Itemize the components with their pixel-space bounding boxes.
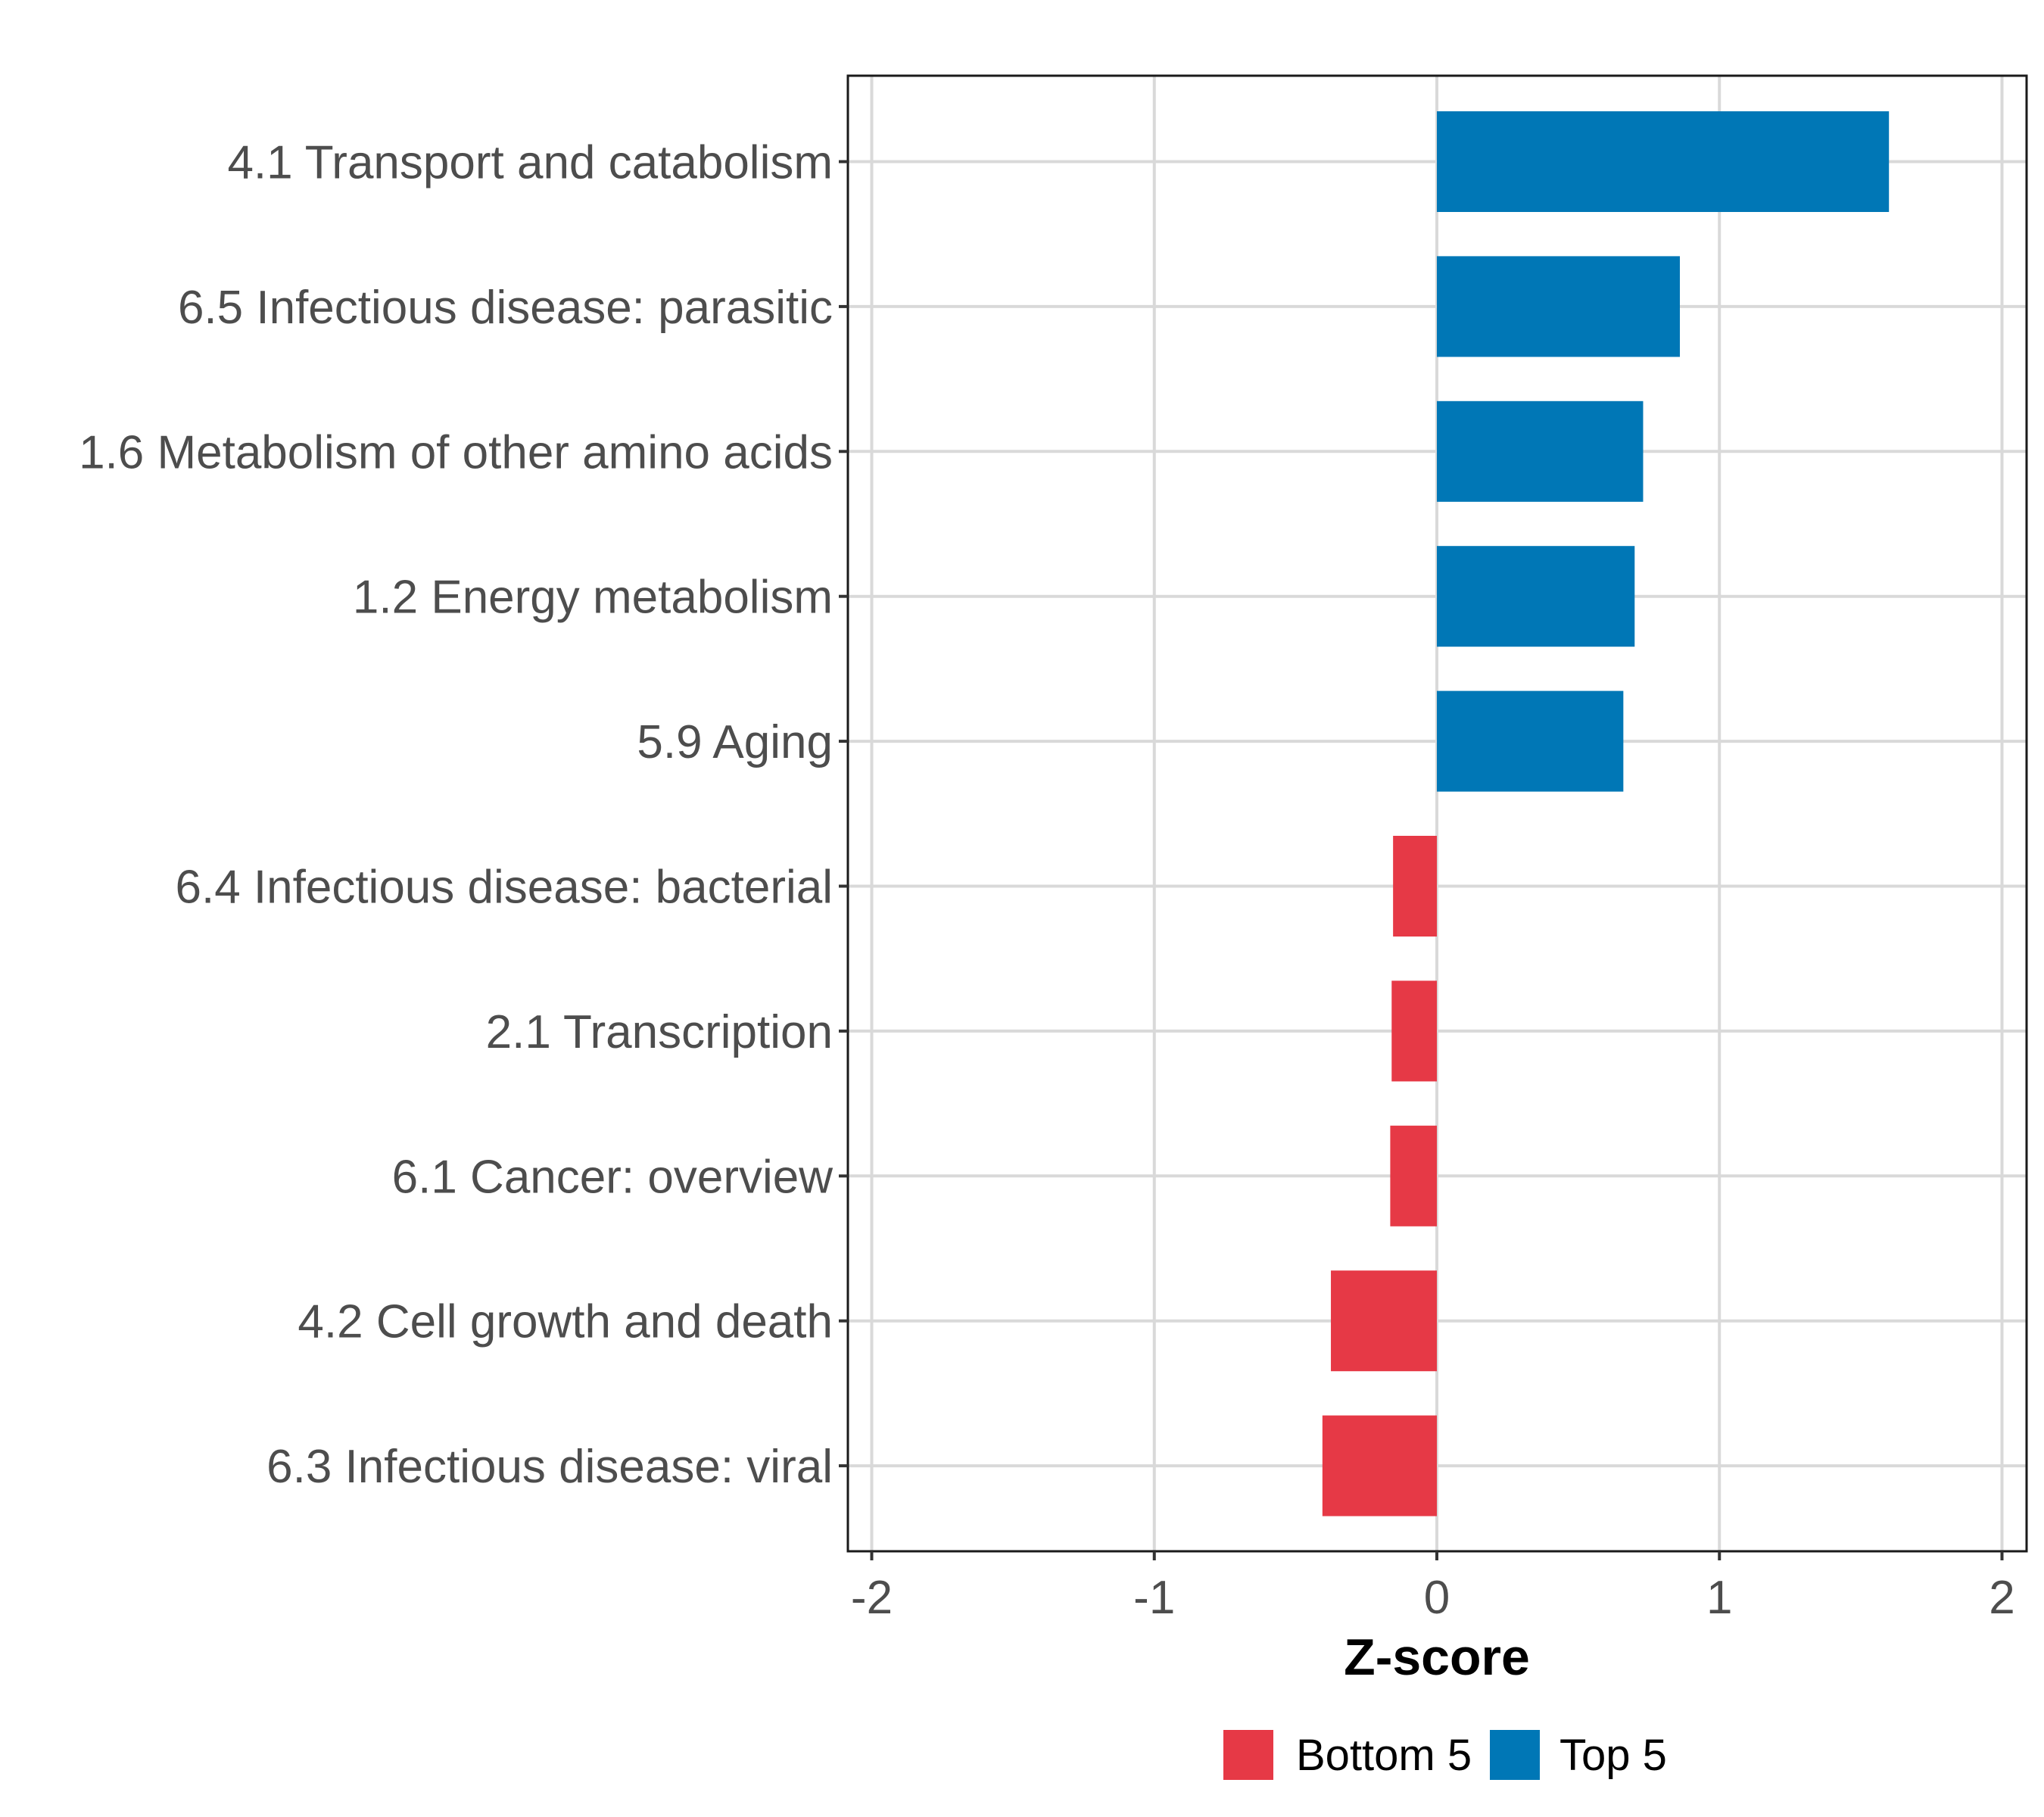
x-tick-label: 0	[1424, 1572, 1450, 1624]
x-tick-label: -2	[851, 1572, 893, 1624]
x-axis: -2 -1 0 1 2	[851, 1551, 2015, 1624]
legend-swatch-top-5	[1490, 1730, 1540, 1780]
bar-2-1-transcription	[1391, 980, 1437, 1082]
y-tick-label: 4.2 Cell growth and death	[298, 1296, 833, 1348]
bar-6-1-cancer-overview	[1390, 1125, 1437, 1226]
bar-6-4-infectious-disease-bacterial	[1393, 836, 1437, 937]
bar-6-3-infectious-disease-viral	[1322, 1415, 1437, 1516]
bars	[1322, 111, 1890, 1516]
legend-swatch-bottom-5	[1223, 1730, 1273, 1780]
y-tick-label: 6.1 Cancer: overview	[392, 1151, 833, 1203]
y-tick-label: 5.9 Aging	[637, 716, 833, 768]
bar-6-5-infectious-disease-parasitic	[1437, 256, 1680, 357]
y-axis: 4.1 Transport and catabolism 6.5 Infectio…	[79, 137, 848, 1493]
y-tick-label: 1.2 Energy metabolism	[353, 572, 833, 624]
legend-label-top-5: Top 5	[1559, 1731, 1667, 1780]
legend-label-bottom-5: Bottom 5	[1296, 1731, 1472, 1780]
y-tick-label: 4.1 Transport and catabolism	[227, 137, 833, 189]
legend: Bottom 5 Top 5	[1223, 1730, 1667, 1780]
bar-1-2-energy-metabolism	[1437, 546, 1635, 647]
x-tick-label: 1	[1706, 1572, 1732, 1624]
bar-4-2-cell-growth-and-death	[1331, 1270, 1437, 1372]
y-tick-label: 6.4 Infectious disease: bacterial	[175, 862, 833, 914]
y-tick-label: 6.5 Infectious disease: parasitic	[178, 282, 833, 334]
bar-4-1-transport-and-catabolism	[1437, 111, 1890, 212]
x-axis-title: Z-score	[1344, 1628, 1530, 1686]
y-tick-label: 6.3 Infectious disease: viral	[266, 1441, 833, 1493]
x-tick-label: -1	[1133, 1572, 1175, 1624]
y-tick-label: 2.1 Transcription	[486, 1006, 833, 1058]
bar-1-6-metabolism-of-other-amino-acids	[1437, 400, 1644, 502]
bar-5-9-aging	[1437, 690, 1624, 792]
y-tick-label: 1.6 Metabolism of other amino acids	[79, 426, 833, 478]
x-tick-label: 2	[1989, 1572, 2014, 1624]
